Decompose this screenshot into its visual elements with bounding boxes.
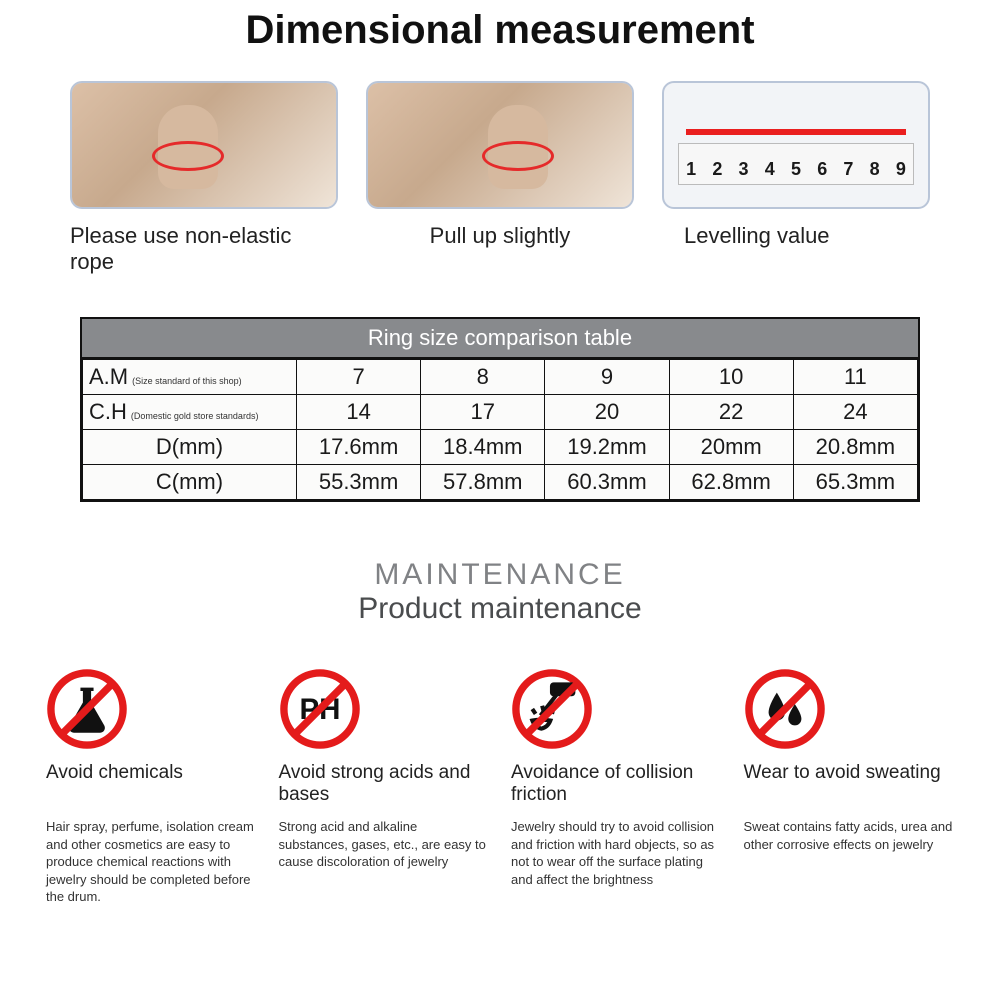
no-hammer-icon	[511, 668, 593, 750]
maintenance-item-title: Avoid strong acids and bases	[279, 762, 490, 808]
table-row: C.H(Domestic gold store standards)141720…	[83, 395, 918, 430]
table-cell: 24	[793, 395, 917, 430]
table-cell: 20mm	[669, 430, 793, 465]
table-cell: 17	[421, 395, 545, 430]
step-captions: Please use non-elastic rope Pull up slig…	[40, 223, 960, 275]
caption-pull: Pull up slightly	[366, 223, 634, 275]
table-cell: 55.3mm	[297, 465, 421, 500]
table-cell: 60.3mm	[545, 465, 669, 500]
red-ring-icon	[152, 141, 224, 171]
ruler-numbers: 123456789	[678, 159, 914, 180]
maintenance-item-title: Avoid chemicals	[46, 762, 257, 808]
no-ph-icon: PH	[279, 668, 361, 750]
maintenance-grid: Avoid chemicals Hair spray, perfume, isol…	[40, 668, 960, 906]
maintenance-item-body: Jewelry should try to avoid collision an…	[511, 818, 722, 888]
table-cell: 14	[297, 395, 421, 430]
ruler-number: 1	[686, 159, 696, 180]
ruler-number: 5	[791, 159, 801, 180]
step-panel-pull	[366, 81, 634, 209]
table-cell: 17.6mm	[297, 430, 421, 465]
maintenance-headings: MAINTENANCE Product maintenance	[40, 558, 960, 626]
maintenance-item-body: Strong acid and alkaline substances, gas…	[279, 818, 490, 871]
maintenance-item-title: Wear to avoid sweating	[744, 762, 955, 808]
maintenance-item: Wear to avoid sweating Sweat contains fat…	[744, 668, 955, 906]
table-cell: 20	[545, 395, 669, 430]
table-cell: 9	[545, 360, 669, 395]
table-cell: 10	[669, 360, 793, 395]
size-table-body: A.M(Size standard of this shop)7891011C.…	[82, 359, 918, 500]
ruler-number: 3	[739, 159, 749, 180]
size-table: Ring size comparison table A.M(Size stan…	[80, 317, 920, 502]
ruler-red-line-icon	[686, 129, 906, 135]
table-cell: 22	[669, 395, 793, 430]
table-cell: 8	[421, 360, 545, 395]
table-row: A.M(Size standard of this shop)7891011	[83, 360, 918, 395]
table-cell: 20.8mm	[793, 430, 917, 465]
row-header: A.M(Size standard of this shop)	[83, 360, 297, 395]
table-cell: 57.8mm	[421, 465, 545, 500]
table-cell: 65.3mm	[793, 465, 917, 500]
row-header: D(mm)	[83, 430, 297, 465]
ruler-number: 7	[843, 159, 853, 180]
ruler-number: 9	[896, 159, 906, 180]
ruler-number: 6	[817, 159, 827, 180]
ruler-number: 2	[712, 159, 722, 180]
maintenance-item: Avoid chemicals Hair spray, perfume, isol…	[46, 668, 257, 906]
step-panel-rope	[70, 81, 338, 209]
no-sweat-icon	[744, 668, 826, 750]
ruler-number: 4	[765, 159, 775, 180]
maintenance-title: Product maintenance	[40, 592, 960, 626]
table-row: C(mm)55.3mm57.8mm60.3mm62.8mm65.3mm	[83, 465, 918, 500]
maintenance-item-body: Hair spray, perfume, isolation cream and…	[46, 818, 257, 906]
red-ring-icon	[482, 141, 554, 171]
ruler-number: 8	[870, 159, 880, 180]
maintenance-item: Avoidance of collision friction Jewelry s…	[511, 668, 722, 906]
maintenance-item: PH Avoid strong acids and bases Strong ac…	[279, 668, 490, 906]
table-cell: 19.2mm	[545, 430, 669, 465]
caption-ruler: Levelling value	[662, 223, 930, 275]
maintenance-eyebrow: MAINTENANCE	[40, 558, 960, 592]
table-cell: 62.8mm	[669, 465, 793, 500]
row-header: C.H(Domestic gold store standards)	[83, 395, 297, 430]
table-cell: 18.4mm	[421, 430, 545, 465]
size-table-title: Ring size comparison table	[82, 319, 918, 359]
page-title: Dimensional measurement	[40, 8, 960, 53]
steps-row: 123456789	[40, 81, 960, 209]
table-cell: 7	[297, 360, 421, 395]
maintenance-item-body: Sweat contains fatty acids, urea and oth…	[744, 818, 955, 853]
maintenance-item-title: Avoidance of collision friction	[511, 762, 722, 808]
row-header: C(mm)	[83, 465, 297, 500]
step-panel-ruler: 123456789	[662, 81, 930, 209]
caption-rope: Please use non-elastic rope	[70, 223, 338, 275]
no-flask-icon	[46, 668, 128, 750]
table-cell: 11	[793, 360, 917, 395]
table-row: D(mm)17.6mm18.4mm19.2mm20mm20.8mm	[83, 430, 918, 465]
